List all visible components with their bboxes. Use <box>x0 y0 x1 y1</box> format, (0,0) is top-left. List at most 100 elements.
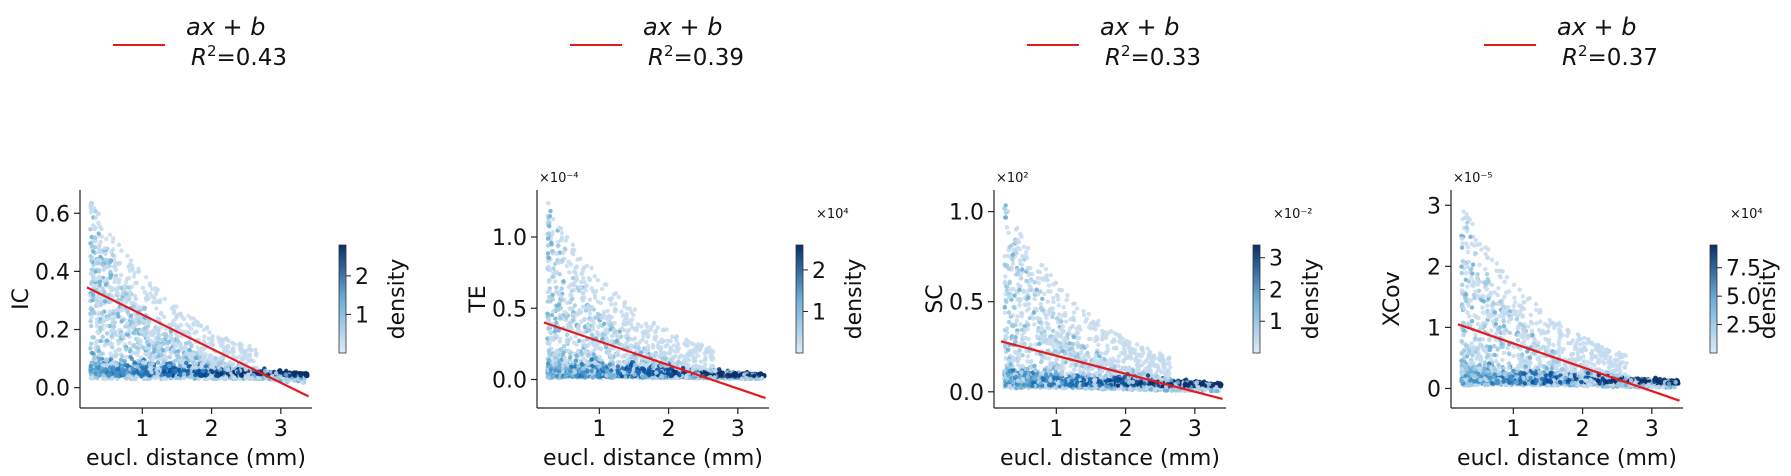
scatter-point <box>568 355 573 360</box>
scatter-point <box>188 316 194 321</box>
scatter-point <box>246 372 251 377</box>
scatter-point <box>584 263 589 269</box>
scatter-point <box>547 352 552 357</box>
scatter-point <box>113 332 118 337</box>
scatter-point <box>609 296 615 301</box>
scatter-point <box>581 275 586 281</box>
scatter-point <box>178 342 183 347</box>
scatter-point <box>663 344 668 349</box>
scatter-point <box>563 247 568 252</box>
scatter-point <box>113 276 118 281</box>
scatter-point <box>104 362 110 367</box>
scatter-point <box>678 353 684 358</box>
scatter-point <box>571 340 577 345</box>
legend: ax + bR2=0.43 <box>113 13 287 71</box>
scatter-point <box>634 357 639 363</box>
scatter-point <box>132 360 137 365</box>
scatter-point <box>89 234 94 240</box>
scatter-point <box>653 330 658 335</box>
scatter-point <box>111 360 116 365</box>
scatter-point <box>573 358 579 363</box>
scatter-point <box>152 295 157 301</box>
scatter-point <box>574 353 579 358</box>
scatter-point <box>668 345 673 351</box>
scatter-point <box>102 343 107 348</box>
scatter-point <box>96 371 101 377</box>
scatter-point <box>551 216 556 222</box>
scatter-point <box>119 319 124 324</box>
scatter-point <box>211 359 216 364</box>
scatter-point <box>189 344 194 349</box>
scatter-point <box>572 247 577 253</box>
scatter-point <box>89 267 94 272</box>
legend-fit-label: ax + b <box>643 13 723 41</box>
scatter-point <box>109 285 115 291</box>
x-tick-label: 2 <box>205 417 219 442</box>
scatter-point <box>302 371 307 377</box>
scatter-point <box>557 336 563 341</box>
scatter-point <box>128 258 134 263</box>
scatter-point <box>582 280 587 285</box>
x-axis-label: eucl. distance (mm) <box>86 446 306 471</box>
scatter-point <box>545 251 551 256</box>
scatter-point <box>182 375 187 381</box>
scatter-point <box>227 360 232 365</box>
scatter-point <box>703 362 708 367</box>
scatter-point <box>178 311 184 316</box>
scatter-point <box>646 333 651 338</box>
scatter-point <box>237 354 242 360</box>
scatter-point <box>583 358 588 363</box>
scatter-point <box>194 361 199 366</box>
scatter-point <box>90 223 96 228</box>
scatter-point <box>147 281 153 286</box>
scatter-point <box>583 349 588 355</box>
scatter-point <box>155 349 161 354</box>
scatter-point <box>94 298 99 303</box>
scatter-point <box>144 346 149 351</box>
scatter-point <box>165 340 170 346</box>
scatter-point <box>96 361 102 366</box>
scatter-point <box>564 332 570 337</box>
scatter-point <box>125 363 130 368</box>
scatter-point <box>615 349 621 354</box>
scatter-point <box>643 321 649 326</box>
scatter-point <box>553 279 558 284</box>
scatter-point <box>174 325 180 330</box>
scatter-point <box>226 367 231 372</box>
scatter-point <box>624 311 629 317</box>
scatter-point <box>115 371 120 376</box>
scatter-point <box>712 368 717 373</box>
scatter-point <box>219 371 224 377</box>
scatter-point <box>587 311 593 316</box>
scatter-point <box>567 270 572 275</box>
scatter-point <box>209 374 214 379</box>
colorbar: 12 density <box>338 244 410 354</box>
scatter-point <box>90 376 95 381</box>
scatter-point <box>131 274 137 279</box>
scatter-point <box>96 231 101 236</box>
scatter-point <box>125 321 130 326</box>
scatter-point <box>552 261 558 267</box>
scatter-point <box>622 304 627 309</box>
scatter-point <box>557 272 562 277</box>
colorbar-tick-label: 1 <box>355 303 369 328</box>
scatter-point <box>698 359 704 364</box>
scatter-point <box>155 340 160 345</box>
scatter-point <box>570 275 576 281</box>
scatter-point <box>100 314 106 319</box>
scatter-point <box>131 343 136 348</box>
scatter-point <box>116 347 121 352</box>
scatter-point <box>591 352 596 357</box>
scatter-point <box>99 234 105 239</box>
y-tick-label: 0.2 <box>35 319 70 344</box>
scatter-point <box>201 327 207 332</box>
scatter-point <box>98 325 103 331</box>
scatter-point <box>126 264 131 269</box>
scatter-point <box>624 321 629 326</box>
scatter-point <box>181 372 187 377</box>
scatter-point <box>116 277 122 282</box>
scatter-point <box>91 292 96 297</box>
scatter-point <box>102 246 108 251</box>
scatter-point <box>93 361 98 367</box>
